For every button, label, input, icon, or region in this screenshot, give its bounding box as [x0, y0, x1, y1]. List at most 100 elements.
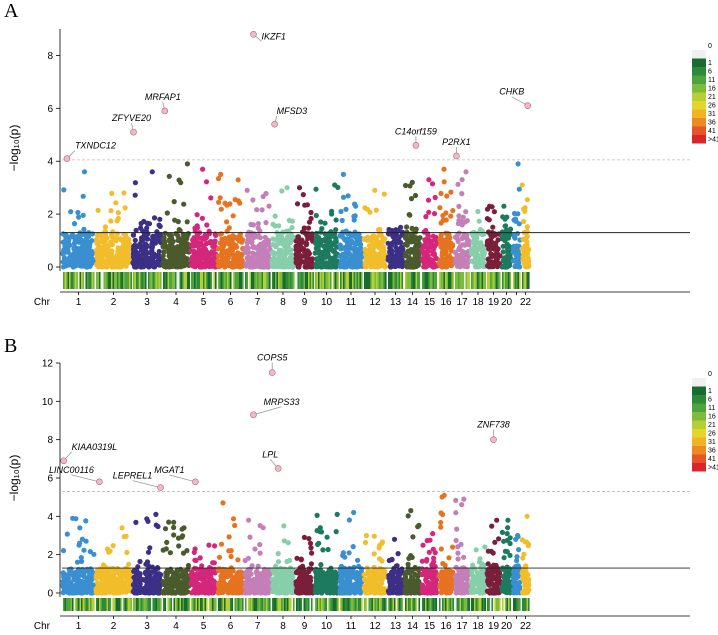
data-point — [521, 218, 527, 225]
density-bin — [139, 272, 141, 289]
data-point — [313, 569, 319, 575]
density-bin — [273, 272, 276, 289]
density-bin — [331, 272, 334, 289]
data-point — [441, 179, 447, 185]
data-point — [96, 581, 103, 587]
data-point — [320, 547, 326, 553]
gene-label: MRFAP1 — [145, 92, 181, 102]
legend-swatch — [692, 126, 706, 135]
data-point — [208, 195, 214, 201]
data-point — [272, 223, 278, 229]
density-bin — [337, 272, 340, 289]
density-bin — [503, 272, 506, 289]
data-point — [476, 218, 482, 224]
data-point — [314, 528, 320, 534]
data-point — [107, 252, 113, 258]
chromosome-label: 9 — [302, 297, 308, 308]
chromosome-label: 8 — [280, 297, 286, 308]
data-point — [346, 573, 352, 579]
density-bin — [123, 272, 125, 289]
density-bin — [467, 272, 469, 289]
data-point — [271, 570, 277, 576]
data-point — [351, 589, 357, 595]
density-bin — [415, 272, 418, 289]
density-bin — [401, 272, 404, 289]
gene-label: C14orf159 — [395, 126, 437, 136]
data-point — [448, 213, 454, 219]
data-point — [114, 231, 120, 237]
data-point — [303, 261, 309, 267]
density-bin — [461, 272, 463, 289]
data-point — [376, 252, 382, 258]
density-bin — [194, 272, 196, 289]
data-point — [425, 197, 432, 203]
data-point — [203, 179, 210, 185]
data-point — [313, 264, 319, 270]
data-point — [108, 218, 114, 224]
data-point — [251, 244, 257, 250]
data-point — [440, 213, 446, 219]
density-bin — [264, 272, 267, 289]
data-point — [184, 161, 190, 167]
data-point — [408, 196, 415, 202]
data-point — [524, 224, 530, 230]
density-bin — [181, 272, 183, 289]
data-point — [252, 546, 258, 552]
chromosome-16-points — [436, 166, 456, 270]
density-bin — [188, 272, 191, 289]
density-bin — [118, 272, 121, 289]
legend-swatch — [692, 109, 706, 118]
data-point — [97, 251, 103, 257]
density-bin — [389, 272, 392, 289]
density-bin — [66, 272, 68, 289]
gene-label: MFSD3 — [277, 106, 308, 116]
density-bin — [288, 272, 291, 289]
density-bin — [440, 272, 443, 289]
y-axis-label: −log₁₀(p) — [7, 455, 21, 502]
data-point — [462, 259, 468, 265]
data-point — [141, 586, 147, 592]
data-point — [132, 261, 138, 267]
data-point — [62, 574, 68, 580]
data-point — [450, 208, 456, 214]
density-bin — [418, 272, 421, 289]
data-point — [281, 255, 287, 261]
density-bin — [197, 272, 199, 289]
data-point — [190, 263, 196, 269]
data-point — [334, 511, 340, 517]
data-point — [132, 180, 138, 186]
chromosome-label: 5 — [201, 297, 207, 308]
data-point — [235, 557, 241, 563]
chromosome-7-points — [242, 187, 273, 270]
data-point — [118, 581, 124, 587]
density-bin — [494, 272, 497, 289]
data-point — [169, 253, 175, 259]
data-point — [365, 248, 371, 254]
data-point — [308, 257, 314, 263]
data-point — [524, 249, 530, 255]
data-point — [396, 263, 402, 269]
data-point — [71, 221, 78, 227]
density-bin — [87, 272, 89, 289]
density-bin — [191, 272, 193, 289]
data-point — [375, 241, 381, 247]
data-point — [123, 242, 129, 249]
data-point — [340, 171, 346, 177]
data-point — [244, 187, 250, 193]
density-bin — [81, 272, 83, 289]
data-point — [185, 231, 191, 237]
data-point — [193, 566, 199, 572]
density-bin — [257, 272, 259, 289]
legend-label: 0 — [708, 43, 712, 50]
density-bin — [70, 272, 73, 289]
density-bin — [252, 272, 255, 289]
data-point — [132, 237, 138, 243]
data-point — [294, 244, 300, 250]
data-point — [262, 234, 268, 240]
chromosome-label: 22 — [520, 297, 532, 308]
density-bin — [491, 272, 494, 289]
data-point — [131, 569, 137, 575]
data-point — [252, 584, 258, 590]
legend-label: >41 — [708, 137, 718, 144]
data-point — [94, 247, 100, 254]
